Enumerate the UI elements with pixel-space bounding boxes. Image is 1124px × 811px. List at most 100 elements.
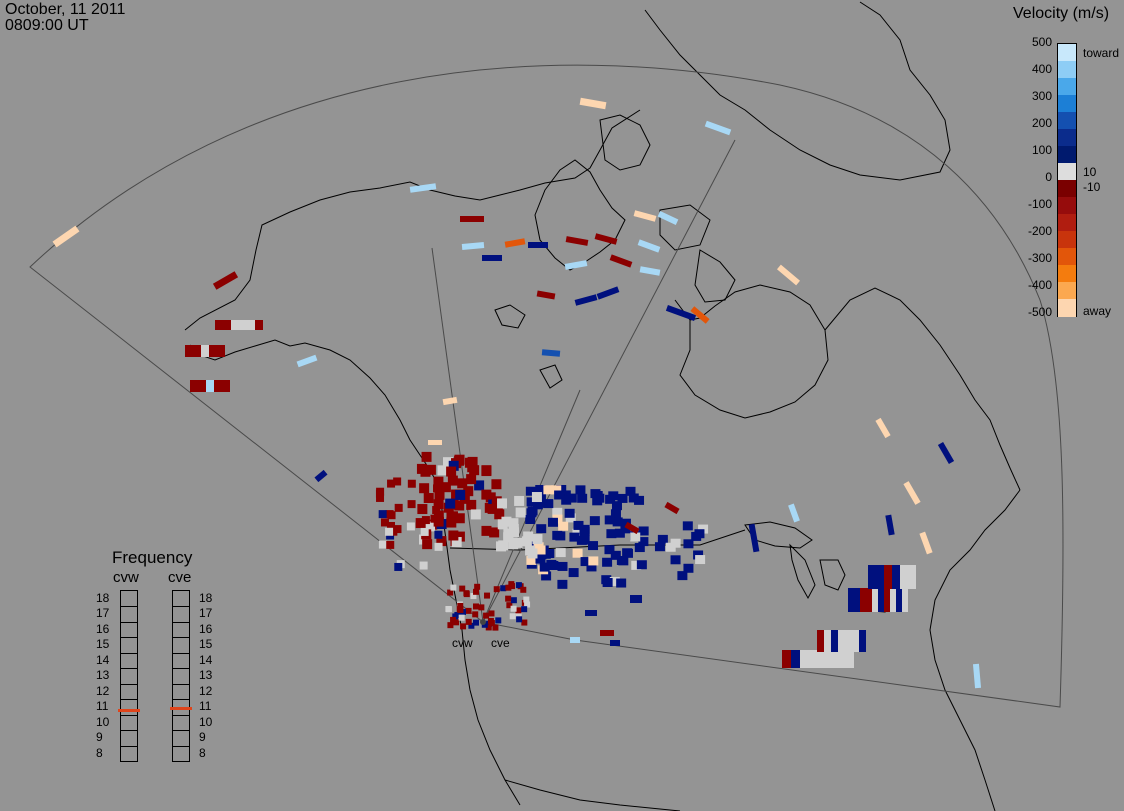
scatter-cell	[457, 606, 464, 613]
scatter-cell	[461, 242, 485, 250]
scatter-cell	[454, 500, 465, 511]
frequency-gridline	[173, 683, 189, 685]
frequency-tick-left: 8	[96, 745, 103, 760]
scatter-cell	[557, 561, 568, 571]
scatter-cell	[622, 548, 633, 558]
scatter-cell	[515, 507, 526, 518]
scatter-cell	[748, 523, 760, 553]
scatter-cell	[482, 255, 502, 261]
scatter-cell	[636, 560, 647, 570]
scatter-cell	[526, 555, 537, 565]
scatter-cell	[523, 531, 534, 542]
scatter-cell	[432, 506, 441, 515]
scatter-cell	[594, 233, 618, 245]
frequency-gridline	[121, 730, 137, 732]
scatter-cell	[536, 290, 556, 300]
scatter-cell	[239, 320, 247, 330]
scatter-cell	[510, 605, 517, 612]
scatter-cell	[872, 588, 878, 612]
scatter-cell	[665, 305, 697, 321]
frequency-tick-right: 17	[199, 606, 213, 621]
scatter-cell	[616, 555, 627, 565]
scatter-cell	[576, 535, 587, 545]
scatter-cell	[590, 489, 601, 499]
scatter-cell	[588, 541, 599, 551]
scatter-cell	[454, 513, 465, 524]
scatter-cell	[800, 650, 809, 668]
frequency-tick-left: 15	[96, 637, 110, 652]
scatter-cell	[421, 451, 432, 462]
scatter-cell	[470, 509, 481, 520]
scatter-cell	[52, 225, 80, 248]
scatter-cell	[602, 578, 613, 588]
colorbar-segment	[1058, 180, 1076, 198]
scatter-cell	[460, 216, 484, 222]
scatter-cell	[514, 495, 525, 506]
scatter-cell	[580, 557, 591, 567]
scatter-cell	[866, 588, 872, 612]
scatter-cell	[516, 616, 523, 623]
scatter-cell	[520, 586, 527, 593]
scatter-cell	[664, 501, 680, 515]
scatter-cell	[878, 588, 884, 612]
frequency-tick-right: 16	[199, 621, 213, 636]
scatter-cell	[585, 610, 597, 616]
scatter-cell	[296, 354, 318, 368]
scatter-cell	[447, 589, 454, 596]
scatter-cell	[589, 516, 600, 526]
scatter-cell	[185, 345, 193, 357]
scatter-cell	[892, 565, 900, 589]
scatter-cell	[682, 521, 693, 531]
scatter-cell	[448, 460, 459, 471]
frequency-gridline	[121, 637, 137, 639]
scatter-cell	[541, 349, 561, 357]
velocity-tick: -300	[1027, 251, 1052, 265]
colorbar-segment	[1058, 146, 1076, 164]
scatter-cell	[437, 465, 448, 476]
scatter-cell	[552, 507, 563, 517]
coastlines	[184, 1, 1021, 811]
scatter-cell	[193, 345, 201, 357]
scatter-cell	[380, 518, 389, 527]
scatter-cell	[497, 519, 508, 530]
scatter-cell	[521, 619, 528, 626]
scatter-cell	[378, 540, 387, 549]
scatter-cell	[510, 597, 517, 604]
scatter-cell	[845, 650, 854, 668]
scatter-cell	[473, 588, 480, 595]
colorbar-segment	[1058, 163, 1076, 181]
scatter-cell	[393, 525, 402, 534]
colorbar-segment	[1058, 282, 1076, 300]
scatter-cell	[505, 584, 512, 591]
scatter-cell	[421, 516, 430, 525]
scatter-cell	[492, 624, 499, 631]
scatter-cell	[464, 457, 475, 468]
frequency-tick-left: 11	[96, 699, 109, 714]
scatter-cell	[506, 602, 513, 609]
scatter-cell	[445, 606, 452, 613]
scatter-cell	[588, 556, 599, 566]
scatter-cell	[420, 527, 429, 536]
radar-label-cve: cve	[168, 569, 192, 586]
scatter-cell	[470, 593, 477, 600]
frequency-gridline	[121, 621, 137, 623]
scatter-cell	[454, 531, 465, 542]
scatter-cell	[575, 485, 586, 495]
colorbar-segment	[1058, 299, 1076, 317]
colorbar-segment	[1058, 78, 1076, 96]
scatter-cell	[458, 614, 465, 621]
frequency-gridline	[173, 745, 189, 747]
scatter-cell	[919, 531, 933, 555]
scatter-cell	[217, 345, 225, 357]
scatter-cell	[503, 532, 514, 543]
scatter-cell	[425, 464, 436, 475]
scatter-cell	[450, 584, 457, 591]
frequency-title: Frequency	[112, 548, 193, 567]
scatter-cell	[791, 650, 800, 668]
scatter-cell	[704, 120, 732, 136]
scatter-cell	[488, 620, 495, 627]
frequency-gridline	[173, 730, 189, 732]
scatter-cell	[454, 455, 465, 466]
scatter-cell	[407, 479, 416, 488]
scatter-cell	[890, 588, 896, 612]
